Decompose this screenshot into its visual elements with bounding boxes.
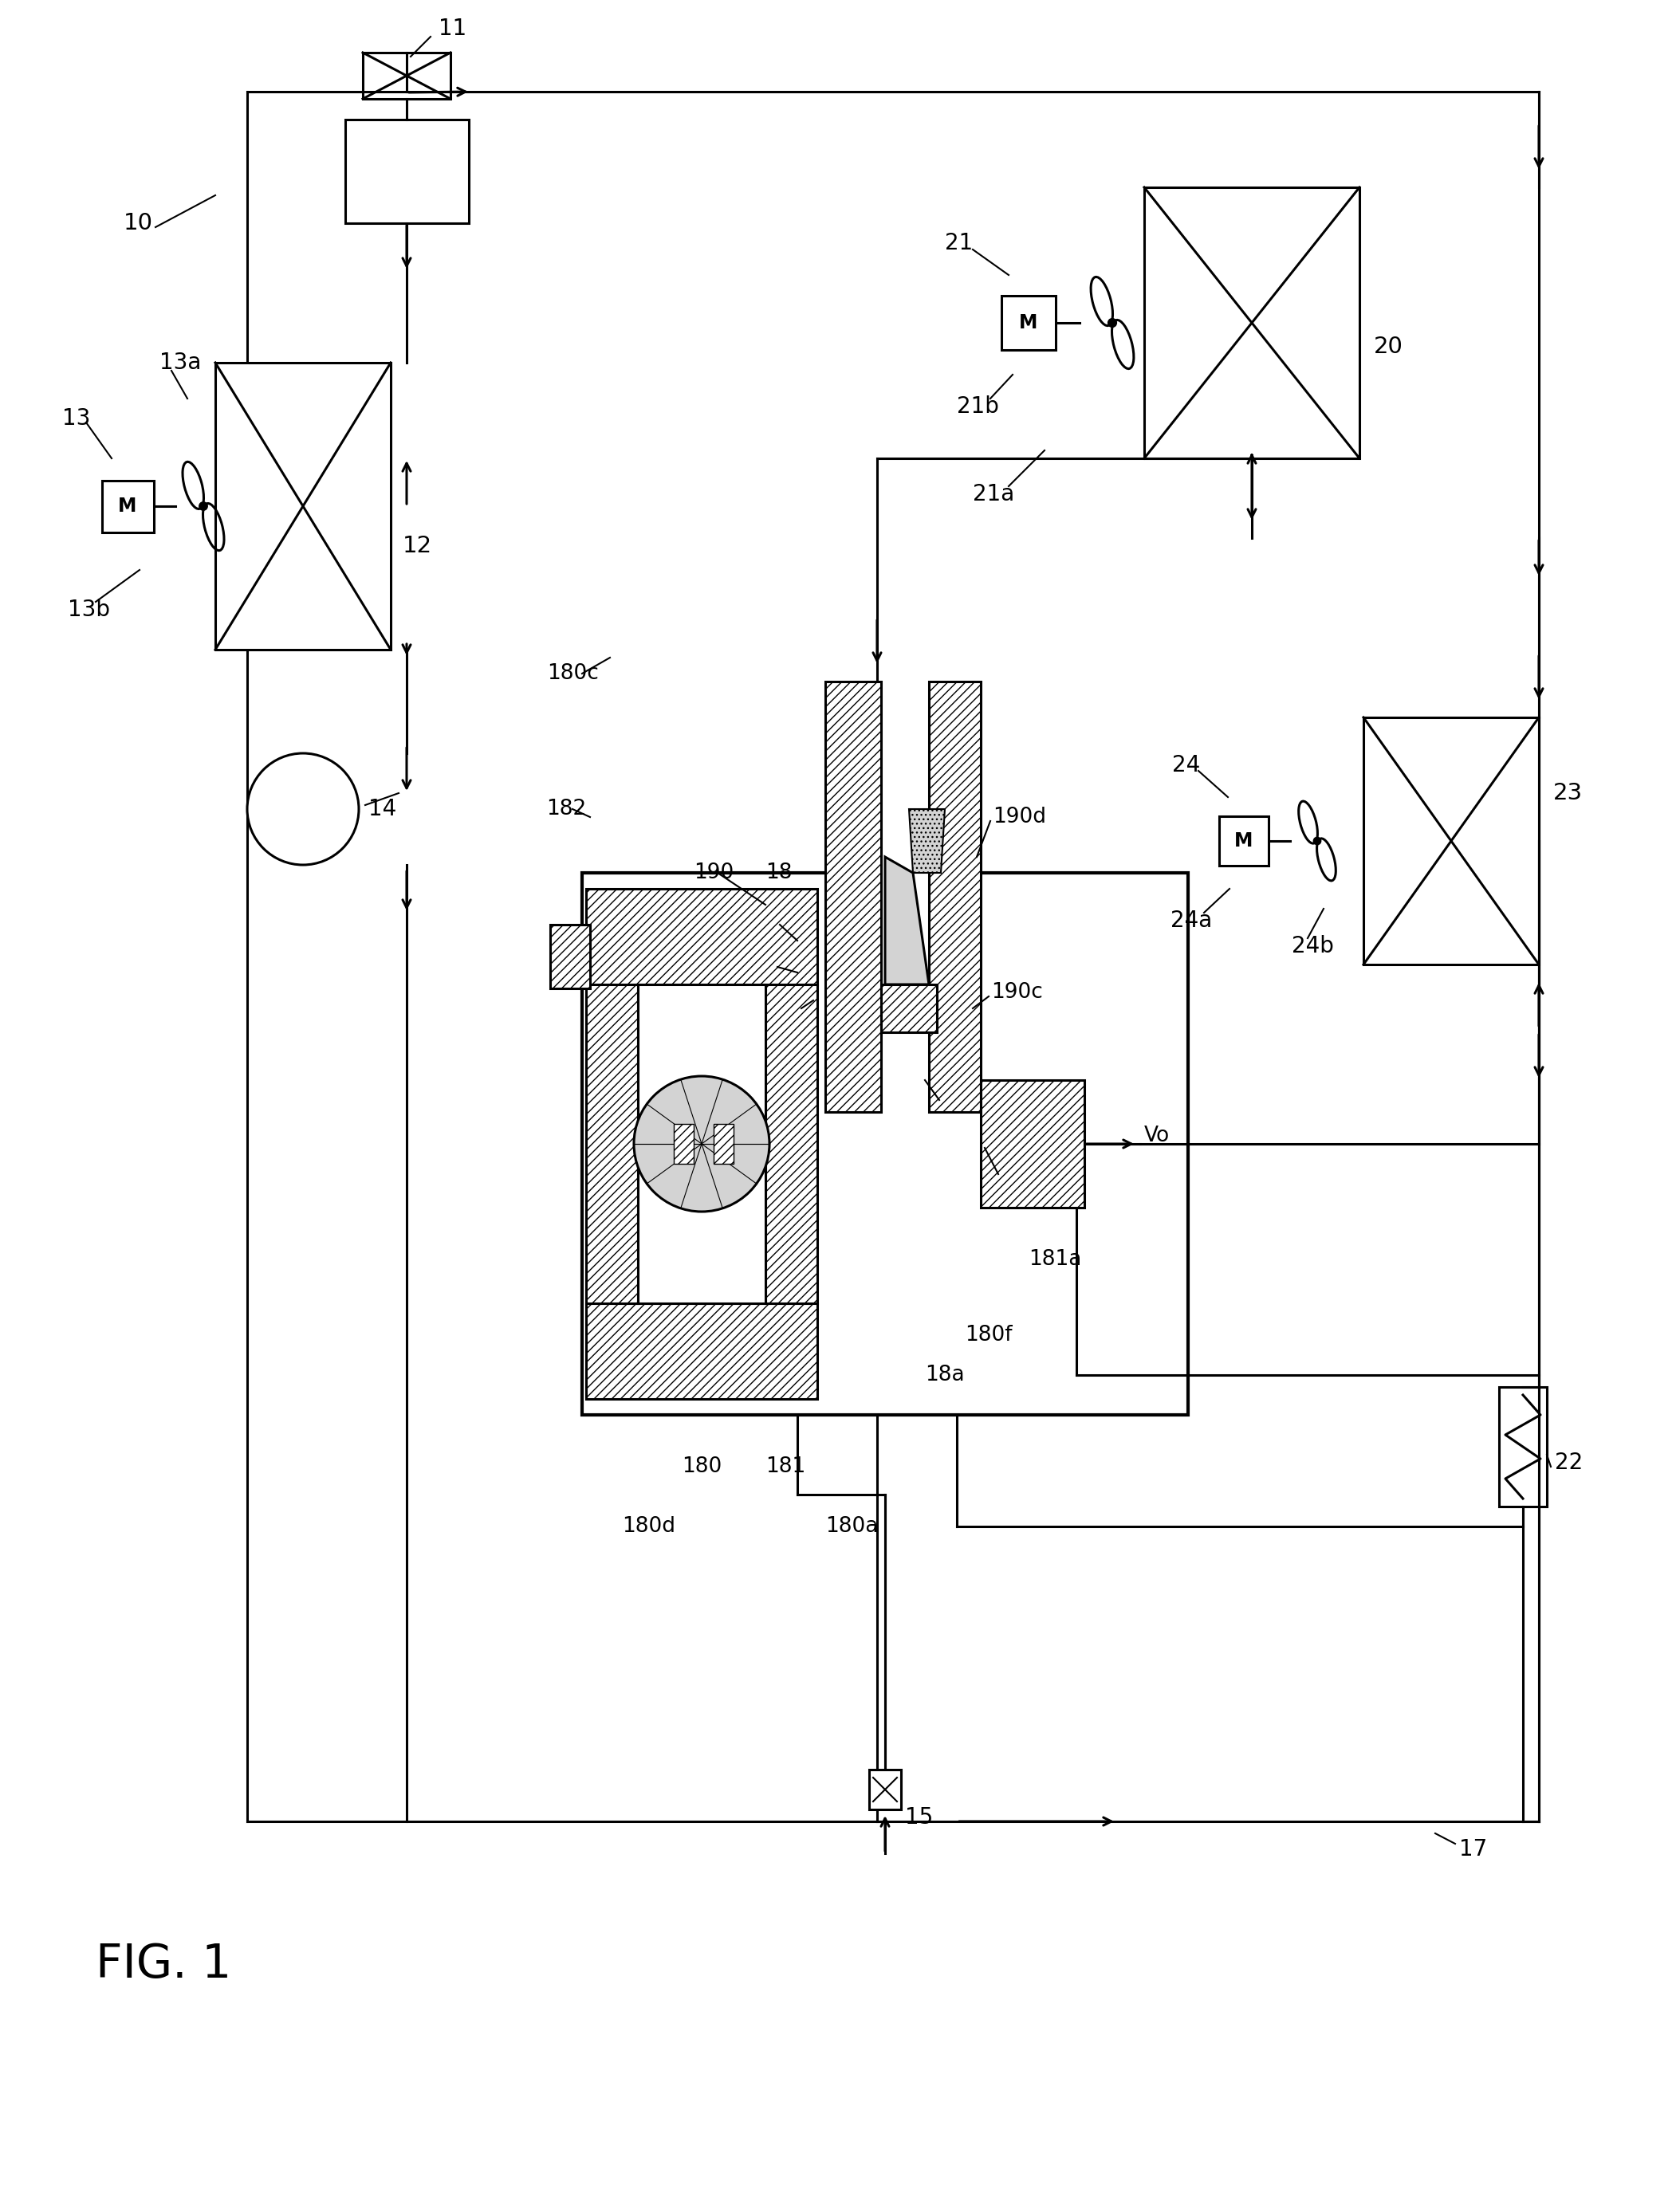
Text: 24a: 24a <box>1171 909 1213 931</box>
Text: 180a: 180a <box>825 1515 879 1537</box>
Text: 18: 18 <box>766 863 793 883</box>
Bar <box>825 681 880 1113</box>
Bar <box>215 363 391 650</box>
Bar <box>1001 296 1055 349</box>
Text: 13b: 13b <box>67 599 109 622</box>
Text: 11: 11 <box>438 18 467 40</box>
Bar <box>344 119 469 223</box>
Circle shape <box>1314 836 1320 845</box>
Bar <box>581 874 1188 1416</box>
Text: 190e: 190e <box>1001 1170 1053 1190</box>
Text: 13a: 13a <box>160 352 202 374</box>
Text: 18a: 18a <box>926 1365 964 1385</box>
Text: 21a: 21a <box>973 482 1015 504</box>
Text: 191: 191 <box>941 1093 981 1115</box>
Polygon shape <box>885 856 929 984</box>
Bar <box>766 984 816 1303</box>
Text: 180d: 180d <box>622 1515 675 1537</box>
Text: 190c: 190c <box>991 982 1043 1002</box>
Text: 22: 22 <box>1554 1451 1583 1473</box>
Text: 180: 180 <box>682 1455 722 1478</box>
Text: 10: 10 <box>124 212 153 234</box>
Text: 190d: 190d <box>993 807 1047 827</box>
Text: 190: 190 <box>694 863 734 883</box>
Circle shape <box>200 502 208 511</box>
Bar <box>1364 717 1539 964</box>
Bar <box>363 53 450 100</box>
Text: 17: 17 <box>1460 1838 1487 1860</box>
Text: Vo: Vo <box>1144 1126 1169 1146</box>
Text: 20: 20 <box>1374 336 1403 358</box>
Bar <box>1144 188 1359 458</box>
Bar <box>1499 1387 1547 1506</box>
Bar <box>880 681 929 1113</box>
Text: 19: 19 <box>764 953 791 975</box>
Text: 180c: 180c <box>548 664 598 684</box>
Text: 21: 21 <box>944 232 973 254</box>
Text: 12: 12 <box>403 535 432 557</box>
Text: 21b: 21b <box>958 396 1000 418</box>
Bar <box>586 984 638 1303</box>
Bar <box>714 1124 734 1164</box>
Bar <box>1220 816 1268 865</box>
Bar <box>638 984 766 1303</box>
Text: 13: 13 <box>62 407 91 429</box>
Bar <box>586 1303 816 1398</box>
Circle shape <box>1109 319 1117 327</box>
Text: 15: 15 <box>906 1807 932 1829</box>
Text: 14: 14 <box>368 799 396 821</box>
Bar <box>869 1770 900 1809</box>
Text: M: M <box>1235 832 1253 852</box>
Bar <box>549 925 590 989</box>
Bar <box>102 480 153 533</box>
Text: 182: 182 <box>546 799 586 818</box>
Text: 181a: 181a <box>1028 1250 1082 1270</box>
Bar <box>674 1124 694 1164</box>
Circle shape <box>247 754 360 865</box>
Text: 24b: 24b <box>1292 936 1334 958</box>
Polygon shape <box>909 810 944 874</box>
Text: 23: 23 <box>1554 783 1583 805</box>
Bar <box>981 1079 1084 1208</box>
Text: 16: 16 <box>766 911 793 931</box>
Text: 19a: 19a <box>768 1002 808 1022</box>
Bar <box>880 984 937 1033</box>
Bar <box>929 681 981 1113</box>
Bar <box>586 889 816 984</box>
Text: M: M <box>1020 314 1038 332</box>
Text: FIG. 1: FIG. 1 <box>96 1942 232 1989</box>
Circle shape <box>633 1075 769 1212</box>
Text: M: M <box>118 498 136 515</box>
Text: 180f: 180f <box>964 1325 1013 1345</box>
Text: 24: 24 <box>1173 754 1200 776</box>
Text: 181: 181 <box>766 1455 805 1478</box>
